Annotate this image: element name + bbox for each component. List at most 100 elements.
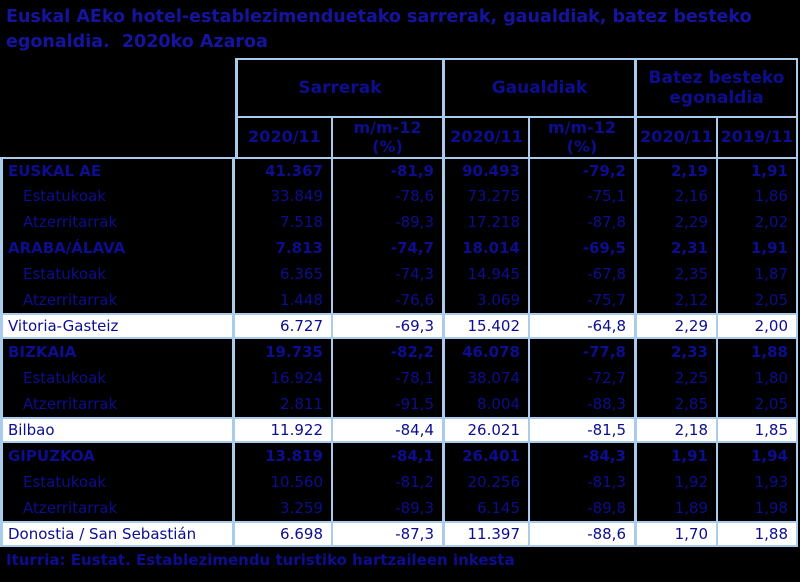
value-cell: 46.078 <box>445 339 530 365</box>
value-cell: -81,2 <box>333 469 445 495</box>
row-label: Estatukoak <box>0 469 235 495</box>
value-cell: -67,8 <box>530 261 637 287</box>
value-cell: -89,3 <box>333 495 445 521</box>
value-cell: 33.849 <box>235 183 333 209</box>
column-header: 2020/11 <box>235 118 333 157</box>
value-cell: 3.259 <box>235 495 333 521</box>
value-cell: 16.924 <box>235 365 333 391</box>
value-cell: 2,33 <box>637 339 718 365</box>
row-label: Atzerritarrak <box>0 495 235 521</box>
value-cell: 1,94 <box>718 443 798 469</box>
value-cell: 19.735 <box>235 339 333 365</box>
value-cell: 6.698 <box>235 521 333 547</box>
column-header: m/m-12 (%) <box>530 118 637 157</box>
page-title: Euskal AEko hotel-establezimenduetako sa… <box>6 5 798 54</box>
column-header-text: m/m-12 <box>353 118 422 138</box>
value-cell: 2,25 <box>637 365 718 391</box>
value-cell: 14.945 <box>445 261 530 287</box>
value-cell: -69,5 <box>530 235 637 261</box>
value-cell: -69,3 <box>333 313 445 339</box>
value-cell: 2,12 <box>637 287 718 313</box>
value-cell: -77,8 <box>530 339 637 365</box>
value-cell: 2,29 <box>637 209 718 235</box>
value-cell: 18.014 <box>445 235 530 261</box>
value-cell: -84,1 <box>333 443 445 469</box>
value-cell: 2,16 <box>637 183 718 209</box>
value-cell: -75,1 <box>530 183 637 209</box>
value-cell: 1,87 <box>718 261 798 287</box>
value-cell: 1,86 <box>718 183 798 209</box>
value-cell: 26.021 <box>445 417 530 443</box>
header-spacer <box>0 58 235 118</box>
value-cell: 1,85 <box>718 417 798 443</box>
row-label: Estatukoak <box>0 183 235 209</box>
row-label: Atzerritarrak <box>0 287 235 313</box>
column-group-sarrerak: Sarrerak <box>235 58 445 118</box>
value-cell: -81,5 <box>530 417 637 443</box>
value-cell: -87,8 <box>530 209 637 235</box>
value-cell: 73.275 <box>445 183 530 209</box>
value-cell: 2,31 <box>637 235 718 261</box>
statistics-table: Sarrerak Gaualdiak Batez besteko egonald… <box>0 58 798 547</box>
column-header-text: (%) <box>566 136 598 156</box>
value-cell: 1,93 <box>718 469 798 495</box>
value-cell: 3.069 <box>445 287 530 313</box>
value-cell: 1,91 <box>718 157 798 183</box>
value-cell: -78,6 <box>333 183 445 209</box>
value-cell: 2,02 <box>718 209 798 235</box>
row-label: ARABA/ÁLAVA <box>0 235 235 261</box>
value-cell: -87,3 <box>333 521 445 547</box>
value-cell: -88,3 <box>530 391 637 417</box>
value-cell: -84,4 <box>333 417 445 443</box>
value-cell: 1.448 <box>235 287 333 313</box>
value-cell: 2,85 <box>637 391 718 417</box>
column-header: m/m-12 (%) <box>333 118 445 157</box>
row-label: Vitoria-Gasteiz <box>0 313 235 339</box>
value-cell: -74,3 <box>333 261 445 287</box>
value-cell: 20.256 <box>445 469 530 495</box>
value-cell: 6.727 <box>235 313 333 339</box>
column-header-text: m/m-12 <box>547 118 617 138</box>
value-cell: -89,8 <box>530 495 637 521</box>
row-label: Bilbao <box>0 417 235 443</box>
value-cell: -91,5 <box>333 391 445 417</box>
value-cell: -88,6 <box>530 521 637 547</box>
value-cell: 2,35 <box>637 261 718 287</box>
value-cell: -81,3 <box>530 469 637 495</box>
value-cell: 1,89 <box>637 495 718 521</box>
column-group-gaualdiak: Gaualdiak <box>445 58 637 118</box>
value-cell: 1,91 <box>718 235 798 261</box>
page-title-line1: Euskal AEko hotel-establezimenduetako sa… <box>6 7 752 27</box>
value-cell: 38.074 <box>445 365 530 391</box>
value-cell: 2,05 <box>718 287 798 313</box>
value-cell: 1,98 <box>718 495 798 521</box>
value-cell: -81,9 <box>333 157 445 183</box>
value-cell: 1,88 <box>718 521 798 547</box>
value-cell: -78,1 <box>333 365 445 391</box>
value-cell: 2,00 <box>718 313 798 339</box>
row-label: GIPUZKOA <box>0 443 235 469</box>
value-cell: 10.560 <box>235 469 333 495</box>
value-cell: 41.367 <box>235 157 333 183</box>
value-cell: 7.813 <box>235 235 333 261</box>
value-cell: 2,29 <box>637 313 718 339</box>
value-cell: -89,3 <box>333 209 445 235</box>
value-cell: -74,7 <box>333 235 445 261</box>
row-label: BIZKAIA <box>0 339 235 365</box>
value-cell: 2,19 <box>637 157 718 183</box>
subheader-spacer <box>0 118 235 157</box>
column-group-batez-besteko-egonaldia: Batez besteko egonaldia <box>637 58 798 118</box>
page-title-line2: egonaldia. 2020ko Azaroa <box>6 31 268 52</box>
value-cell: 1,88 <box>718 339 798 365</box>
value-cell: 2.811 <box>235 391 333 417</box>
value-cell: -76,6 <box>333 287 445 313</box>
value-cell: -72,7 <box>530 365 637 391</box>
row-label: Donostia / San Sebastián <box>0 521 235 547</box>
value-cell: 11.922 <box>235 417 333 443</box>
value-cell: 1,70 <box>637 521 718 547</box>
column-header-text: 2019/11 <box>720 127 794 147</box>
value-cell: 17.218 <box>445 209 530 235</box>
row-label: Atzerritarrak <box>0 391 235 417</box>
value-cell: 13.819 <box>235 443 333 469</box>
value-cell: 6.145 <box>445 495 530 521</box>
